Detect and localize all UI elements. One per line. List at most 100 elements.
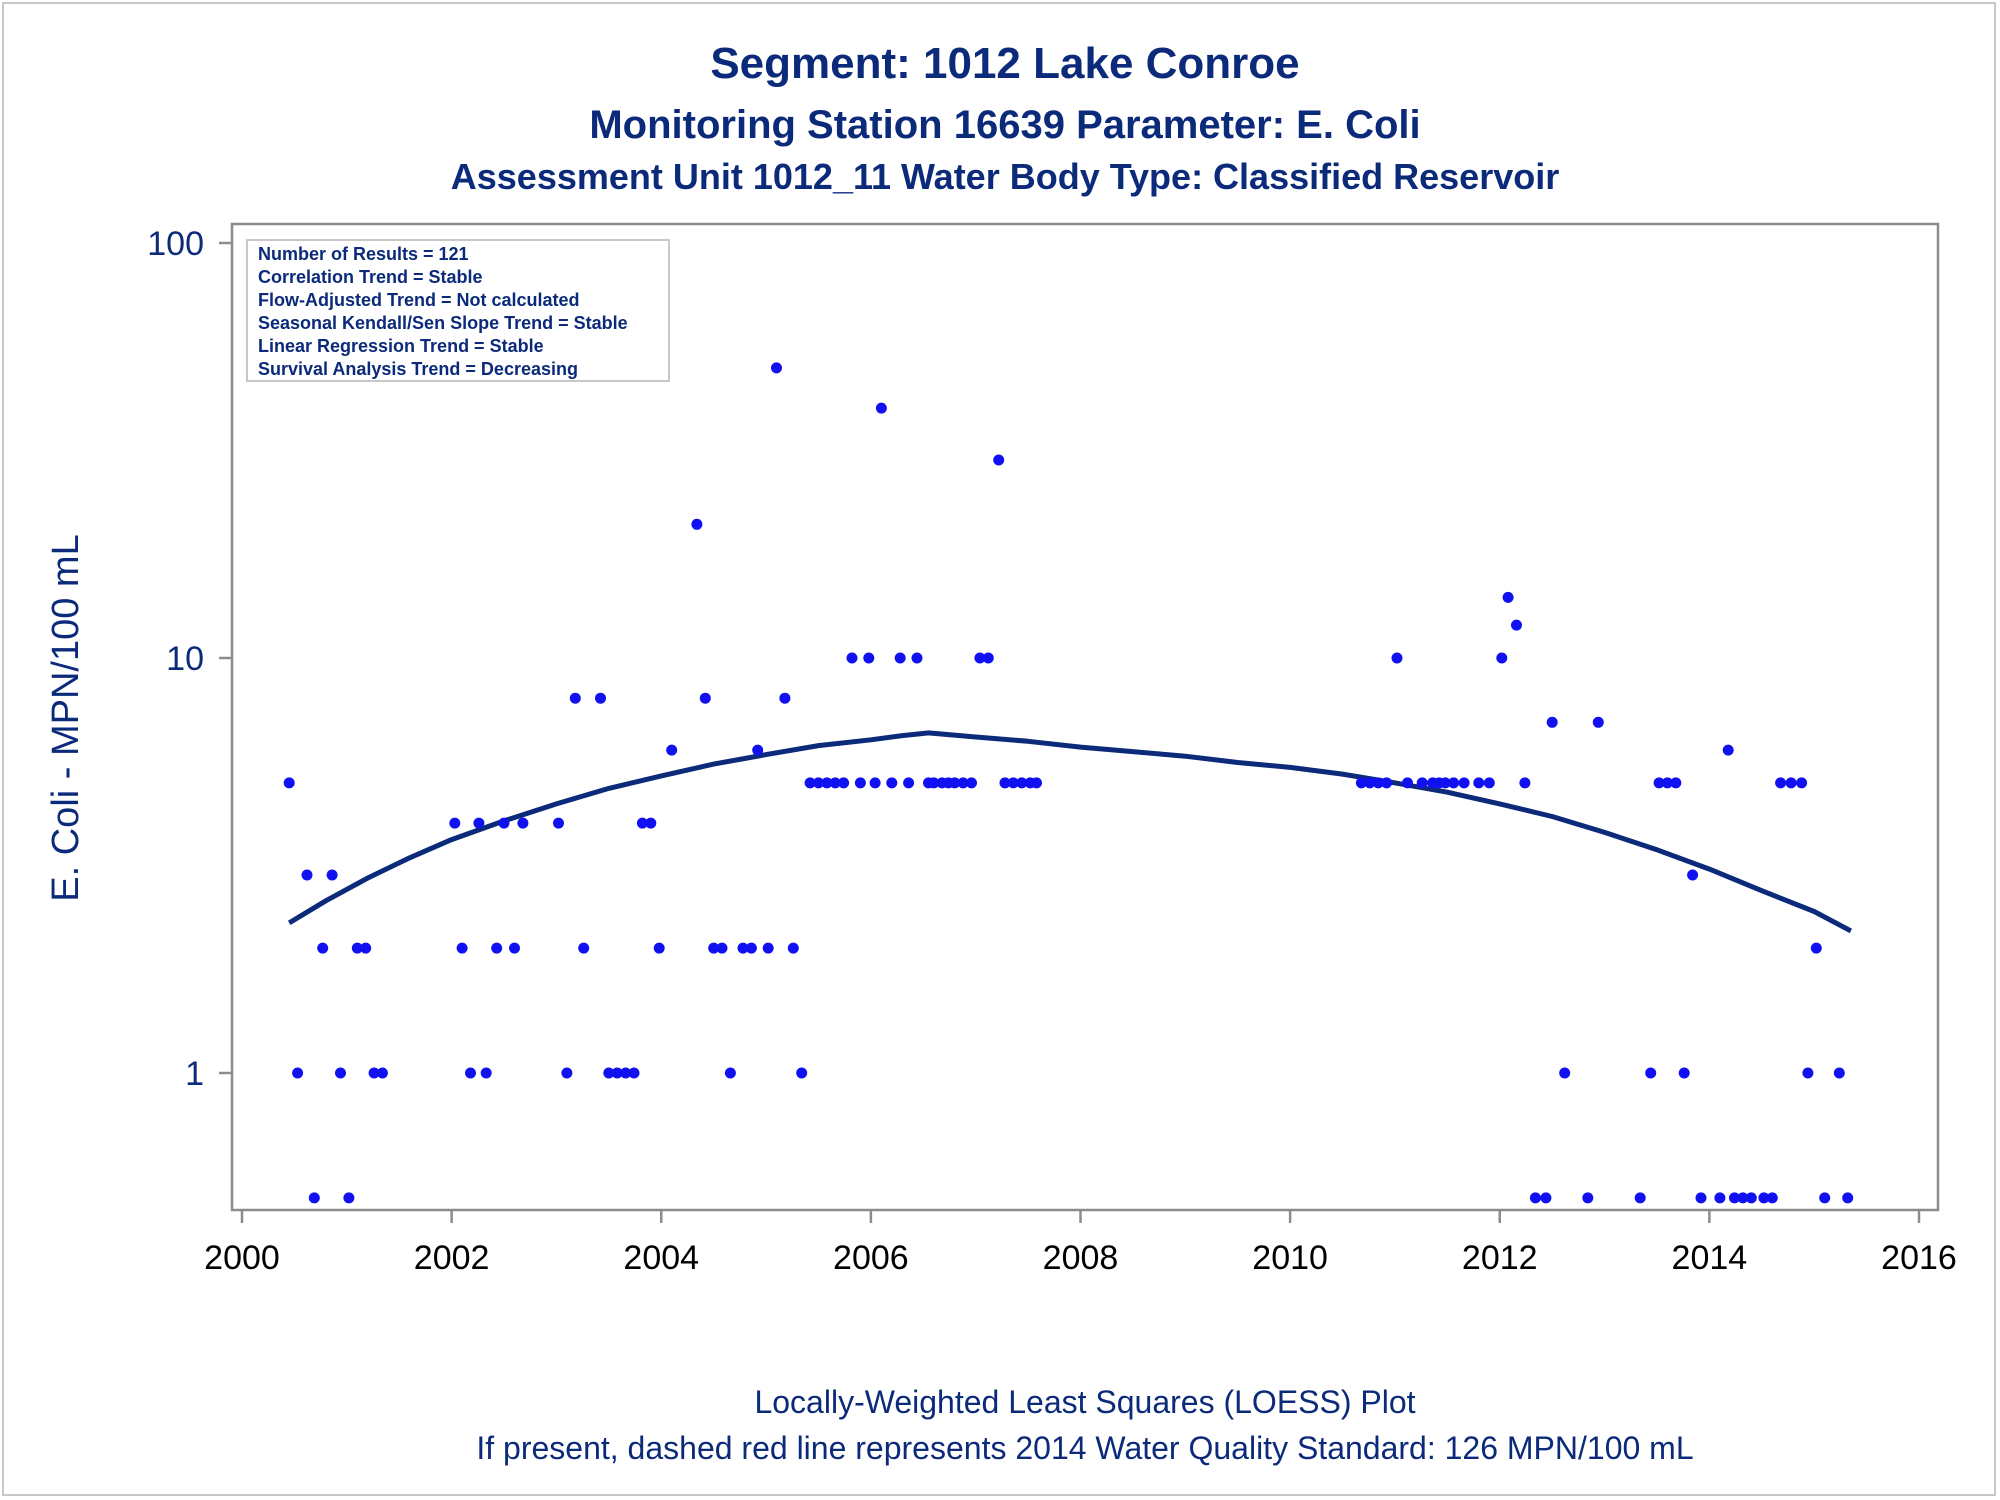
data-point	[1502, 591, 1514, 603]
data-point	[1416, 777, 1428, 789]
data-point	[628, 1067, 640, 1079]
data-point	[699, 692, 711, 704]
data-point	[966, 777, 977, 789]
data-point	[1729, 1192, 1740, 1204]
data-point	[875, 402, 887, 414]
footnote-2: If present, dashed red line represents 2…	[476, 1430, 1693, 1466]
data-point	[326, 869, 338, 881]
data-point	[1802, 1067, 1814, 1079]
data-point	[578, 942, 590, 954]
data-point	[1381, 777, 1393, 789]
loess-curve-group	[287, 730, 1853, 934]
chart-subtitle: Monitoring Station 16639 Parameter: E. C…	[589, 103, 1420, 147]
stat-line-2: Correlation Trend = Stable	[258, 267, 483, 287]
data-point	[804, 777, 816, 789]
data-point	[653, 942, 665, 954]
data-point	[1483, 777, 1495, 789]
data-point	[752, 744, 764, 756]
data-point	[1016, 777, 1028, 789]
x-tick-label: 2008	[1043, 1239, 1119, 1277]
data-point	[449, 817, 461, 829]
data-point	[636, 817, 648, 829]
data-point	[762, 942, 774, 954]
y-tick-label: 1	[185, 1055, 204, 1093]
data-point	[1645, 1067, 1657, 1079]
y-axis-label: E. Coli - MPN/100 mL	[45, 534, 87, 901]
data-point	[999, 777, 1011, 789]
data-point	[666, 744, 678, 756]
data-point	[1810, 942, 1822, 954]
data-point	[1819, 1192, 1831, 1204]
data-point	[796, 1067, 808, 1079]
x-tick-label: 2012	[1462, 1239, 1538, 1277]
data-point	[553, 817, 564, 829]
data-point	[1766, 1192, 1778, 1204]
x-tick-label: 2010	[1252, 1239, 1328, 1277]
data-point	[1364, 777, 1376, 789]
data-point	[498, 817, 510, 829]
data-point	[1785, 777, 1797, 789]
data-point	[1448, 777, 1460, 789]
data-point	[480, 1067, 492, 1079]
data-point	[1559, 1067, 1571, 1079]
data-points	[283, 362, 1854, 1204]
data-point	[1737, 1192, 1749, 1204]
data-point	[368, 1067, 380, 1079]
data-point	[1007, 777, 1019, 789]
data-point	[894, 652, 906, 664]
data-point	[569, 692, 581, 704]
data-point	[1722, 744, 1734, 756]
data-point	[745, 942, 757, 954]
data-point	[301, 869, 313, 881]
data-point	[737, 942, 749, 954]
data-point	[993, 454, 1005, 466]
data-point	[716, 942, 728, 954]
data-point	[561, 1067, 573, 1079]
x-axis: 2000 2002 2004 2006 2008 2010 2012 2014 2016	[204, 1210, 1957, 1277]
data-point	[645, 817, 657, 829]
data-point	[1529, 1192, 1541, 1204]
chart-subtitle-2: Assessment Unit 1012_11 Water Body Type:…	[451, 156, 1559, 197]
data-point	[1519, 777, 1531, 789]
stat-line-6: Survival Analysis Trend = Decreasing	[258, 359, 578, 379]
data-point	[974, 652, 986, 664]
data-point	[787, 942, 799, 954]
data-point	[292, 1067, 304, 1079]
data-point	[1540, 1192, 1552, 1204]
x-tick-label: 2004	[623, 1239, 699, 1277]
data-point	[517, 817, 529, 829]
data-point	[1355, 777, 1367, 789]
data-point	[1745, 1192, 1757, 1204]
data-point	[869, 777, 881, 789]
stat-line-5: Linear Regression Trend = Stable	[258, 336, 544, 356]
data-point	[343, 1192, 355, 1204]
loess-curve	[287, 730, 1853, 934]
data-point	[317, 942, 329, 954]
data-point	[779, 692, 791, 704]
x-tick-label: 2002	[414, 1239, 490, 1277]
data-point	[1546, 716, 1558, 728]
data-point	[283, 777, 295, 789]
data-point	[465, 1067, 476, 1079]
data-point	[1796, 777, 1808, 789]
data-point	[1661, 777, 1673, 789]
stats-box-border	[246, 239, 670, 382]
data-point	[611, 1067, 623, 1079]
data-point	[473, 817, 485, 829]
data-point	[1031, 777, 1042, 789]
x-tick-label: 2014	[1672, 1239, 1748, 1277]
data-point	[1695, 1192, 1707, 1204]
data-point	[1458, 777, 1470, 789]
data-point	[1678, 1067, 1690, 1079]
data-point	[1653, 777, 1665, 789]
data-point	[1758, 1192, 1770, 1204]
data-point	[620, 1067, 632, 1079]
data-point	[846, 652, 858, 664]
data-point	[1842, 1192, 1854, 1204]
data-point	[886, 777, 898, 789]
data-point	[351, 942, 363, 954]
y-tick-label: 100	[147, 225, 204, 263]
data-point	[1634, 1192, 1646, 1204]
stats-box: Number of Results = 121 Correlation Tren…	[246, 239, 670, 382]
